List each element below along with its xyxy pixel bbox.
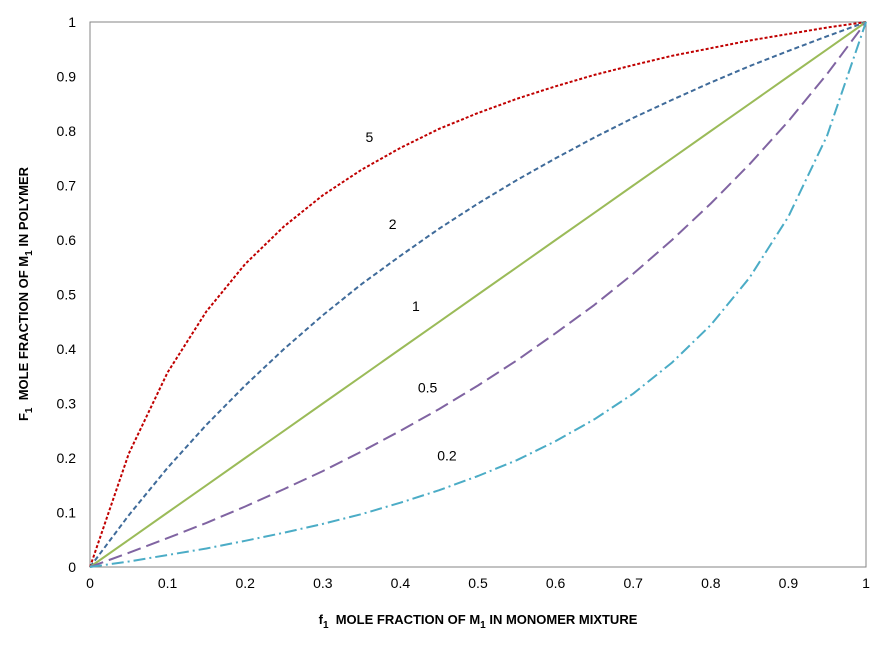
x-tick-label: 0.6	[546, 575, 566, 591]
curve-label-0.5: 0.5	[418, 380, 438, 396]
curve-label-0.2: 0.2	[437, 448, 457, 464]
y-tick-label: 0.7	[57, 178, 77, 194]
y-axis-title-tail: IN POLYMER	[16, 166, 31, 250]
y-tick-label: 0	[68, 559, 76, 575]
curve-label-2: 2	[389, 216, 397, 232]
y-axis-title: F1 MOLE FRACTION OF M1 IN POLYMER	[16, 166, 35, 421]
x-tick-label: 0.1	[158, 575, 178, 591]
x-tick-label: 0.2	[235, 575, 255, 591]
x-axis-title-tail: IN MONOMER MIXTURE	[486, 612, 638, 627]
y-tick-label: 0.8	[57, 123, 77, 139]
x-tick-label: 0.4	[391, 575, 411, 591]
y-tick-label: 0.5	[57, 287, 77, 303]
x-axis-title-main: f	[319, 612, 324, 627]
y-axis-title-sub2: 1	[24, 250, 35, 256]
y-tick-label: 0.1	[57, 505, 77, 521]
curve-r-0.2	[89, 21, 867, 568]
x-tick-label: 0.5	[468, 575, 488, 591]
curve-r-0.5	[89, 21, 867, 568]
y-tick-label: 0.2	[57, 450, 77, 466]
x-tick-label: 0.9	[779, 575, 799, 591]
y-tick-label: 0.6	[57, 232, 77, 248]
x-tick-label: 1	[862, 575, 870, 591]
y-tick-label: 0.4	[57, 341, 77, 357]
y-axis-title-sub: 1	[24, 407, 35, 413]
x-tick-label: 0.8	[701, 575, 721, 591]
y-axis-title-main: F	[16, 413, 31, 421]
x-axis-title-sub: 1	[323, 620, 329, 631]
x-axis-title: f1 MOLE FRACTION OF M1 IN MONOMER MIXTUR…	[319, 612, 638, 631]
x-axis-title-text: MOLE FRACTION OF M	[329, 612, 481, 627]
curve-r-1	[89, 21, 867, 568]
curve-labels: 5 2 1 0.5 0.2	[365, 129, 456, 464]
curve-label-1: 1	[412, 298, 420, 314]
y-axis-title-text: MOLE FRACTION OF M	[16, 256, 31, 408]
curve-r-2	[89, 21, 867, 568]
x-tick-label: 0	[86, 575, 94, 591]
curves	[89, 21, 867, 568]
x-tick-label: 0.3	[313, 575, 333, 591]
y-tick-label: 1	[68, 14, 76, 30]
curve-label-5: 5	[365, 129, 373, 145]
y-tick-label: 0.3	[57, 396, 77, 412]
curve-r-5	[89, 21, 867, 568]
x-tick-label: 0.7	[623, 575, 643, 591]
y-tick-label: 0.9	[57, 69, 77, 85]
x-axis-title-sub2: 1	[480, 620, 486, 631]
x-tick-labels: 0 0.1 0.2 0.3 0.4 0.5 0.6 0.7 0.8 0.9 1	[86, 575, 870, 591]
y-tick-labels: 0 0.1 0.2 0.3 0.4 0.5 0.6 0.7 0.8 0.9 1	[57, 14, 77, 575]
